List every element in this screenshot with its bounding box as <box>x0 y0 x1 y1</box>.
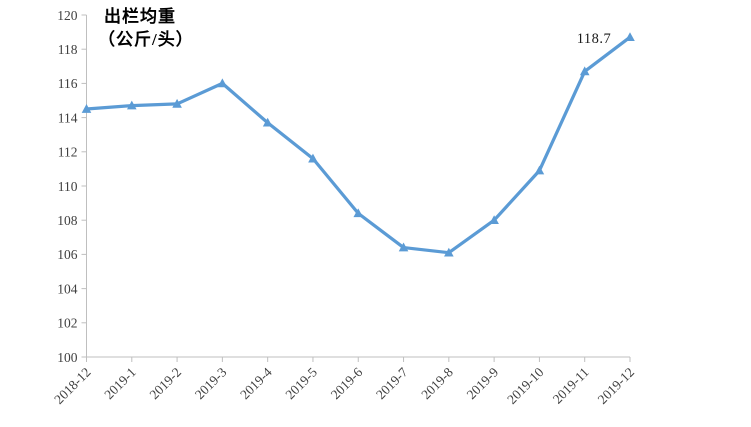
y-axis-tick-label: 110 <box>58 179 78 194</box>
x-axis-tick-label: 2019-9 <box>464 364 502 402</box>
chart-title-line2: （公斤/头） <box>98 30 194 49</box>
x-axis-tick-label: 2019-1 <box>101 365 139 403</box>
data-point-marker <box>444 247 454 257</box>
x-axis-tick-label: 2018-12 <box>51 365 93 407</box>
data-point-marker <box>353 208 364 218</box>
x-axis-tick-label: 2019-3 <box>192 364 230 402</box>
axis-lines <box>86 15 630 358</box>
chart-title-line1: 出栏均重 <box>104 7 176 26</box>
y-axis-tick-label: 116 <box>58 76 78 91</box>
data-point-marker <box>217 78 228 88</box>
data-point-marker <box>534 165 545 175</box>
data-point-marker <box>489 215 499 224</box>
x-axis-tick-label: 2019-4 <box>237 364 275 402</box>
y-axis-tick-label: 100 <box>57 350 78 365</box>
data-point-marker <box>625 32 635 42</box>
y-axis-tick-label: 106 <box>57 247 78 262</box>
x-axis-tick-label: 2019-5 <box>282 364 320 402</box>
data-point-marker <box>172 98 182 108</box>
data-point-marker <box>81 104 92 113</box>
data-point-marker <box>579 66 590 76</box>
data-point-marker <box>262 117 273 127</box>
x-axis-tick-label: 2019-8 <box>418 364 456 402</box>
y-axis-tick-label: 102 <box>57 316 77 331</box>
y-axis-tick-label: 114 <box>58 110 78 125</box>
y-axis-tick-label: 108 <box>57 213 78 228</box>
y-axis-tick-label: 104 <box>57 281 78 296</box>
x-axis-tick-label: 2019-10 <box>504 364 547 407</box>
y-axis-tick-label: 120 <box>57 8 78 23</box>
chart-title: 出栏均重 （公斤/头） <box>98 5 194 51</box>
x-axis-tick-label: 2019-11 <box>550 365 592 407</box>
x-axis-tick-label: 2019-12 <box>595 365 637 407</box>
series-line <box>84 35 632 255</box>
y-axis-tick-label: 118 <box>58 42 78 57</box>
x-axis-tick-label: 2019-2 <box>147 365 185 403</box>
data-point-marker <box>126 100 137 110</box>
y-axis-tick-label: 112 <box>58 145 78 160</box>
x-axis-tick-label: 2019-6 <box>328 364 366 402</box>
last-point-data-label: 118.7 <box>576 31 612 47</box>
x-axis-tick-label: 2019-7 <box>373 364 411 402</box>
data-point-marker <box>308 153 318 163</box>
data-point-marker <box>398 242 409 252</box>
